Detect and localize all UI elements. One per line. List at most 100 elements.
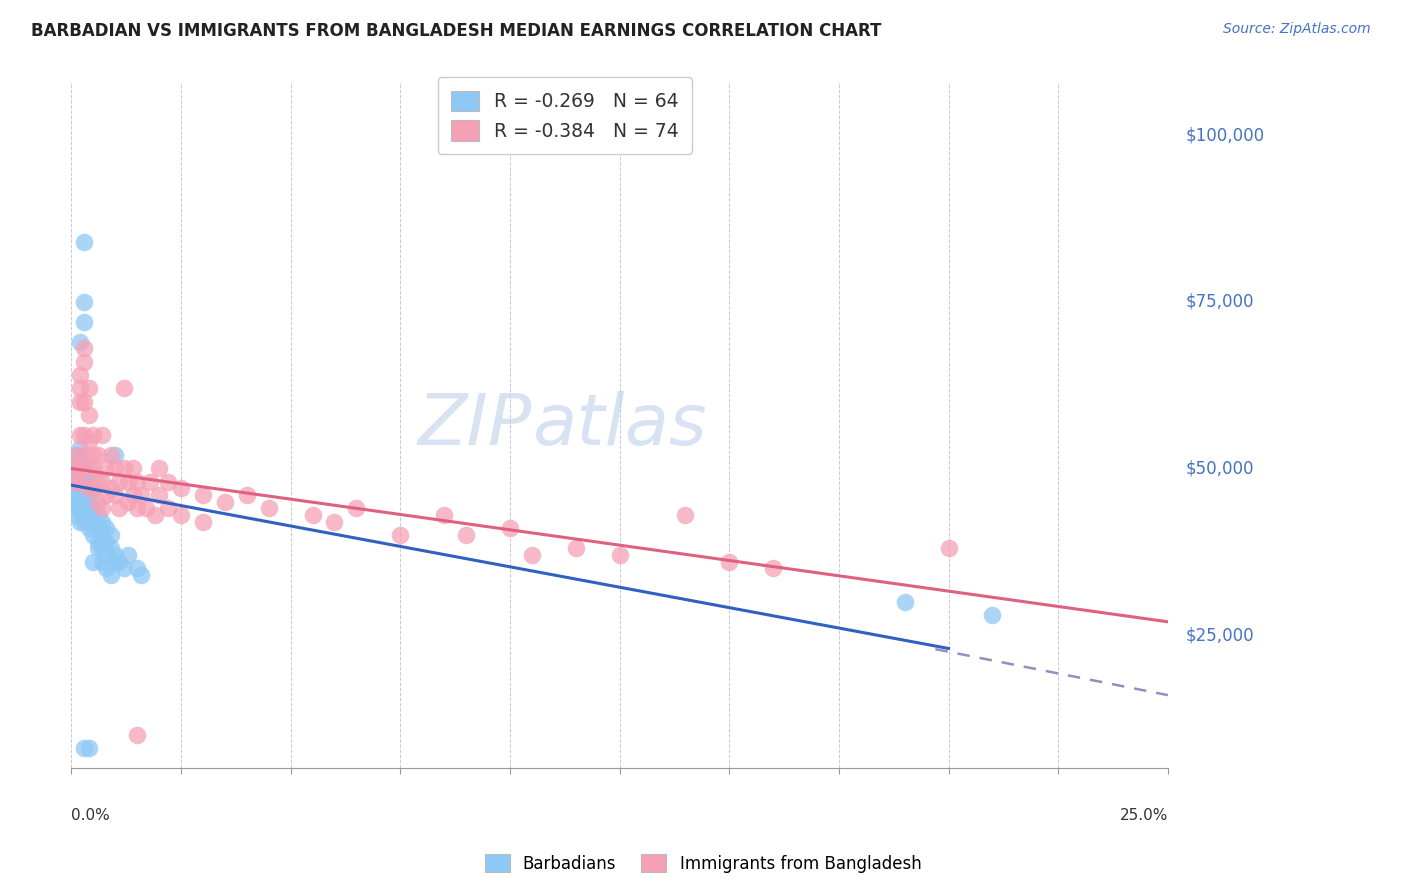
Point (73, 475, 96, 489)
Point (235, 488, 257, 502)
Point (69, 495, 91, 509)
Point (73, 428, 96, 442)
Point (117, 495, 139, 509)
Point (77, 482, 100, 496)
Point (82, 515, 104, 529)
Point (121, 461, 143, 475)
Point (125, 728, 148, 742)
Point (91, 528, 114, 542)
Point (170, 482, 193, 496)
Point (65, 488, 87, 502)
Point (91, 515, 114, 529)
Point (69, 461, 91, 475)
Point (104, 461, 127, 475)
Point (82, 461, 104, 475)
Point (344, 501, 367, 516)
Point (69, 382, 91, 396)
Point (77, 488, 100, 502)
Point (104, 448, 127, 462)
Legend: R = -0.269   N = 64, R = -0.384   N = 74: R = -0.269 N = 64, R = -0.384 N = 74 (437, 78, 692, 154)
Legend: Barbadians, Immigrants from Bangladesh: Barbadians, Immigrants from Bangladesh (478, 847, 928, 880)
Point (73, 741, 96, 756)
Point (191, 488, 214, 502)
Point (82, 528, 104, 542)
Point (100, 528, 122, 542)
Point (96, 534, 118, 549)
Point (86, 495, 108, 509)
Point (82, 482, 104, 496)
Point (86, 508, 108, 523)
Point (69, 475, 91, 489)
Point (433, 508, 456, 523)
Point (65, 448, 87, 462)
Point (718, 555, 741, 569)
Point (69, 428, 91, 442)
Point (323, 515, 346, 529)
Point (69, 442, 91, 456)
Point (91, 541, 114, 556)
Point (91, 428, 114, 442)
Point (104, 488, 127, 502)
Point (69, 461, 91, 475)
Text: 0.0%: 0.0% (72, 808, 110, 823)
Point (148, 461, 170, 475)
Point (100, 482, 122, 496)
Point (65, 475, 87, 489)
Point (77, 461, 100, 475)
Point (112, 382, 135, 396)
Point (65, 475, 87, 489)
Point (91, 501, 114, 516)
Point (104, 555, 127, 569)
Point (73, 508, 96, 523)
Text: $75,000: $75,000 (1185, 293, 1254, 310)
Text: $25,000: $25,000 (1185, 626, 1254, 644)
Point (77, 475, 100, 489)
Point (86, 475, 108, 489)
Text: Source: ZipAtlas.com: Source: ZipAtlas.com (1223, 22, 1371, 37)
Point (125, 561, 148, 575)
Point (762, 561, 785, 575)
Point (82, 482, 104, 496)
Point (108, 555, 131, 569)
Point (143, 508, 166, 523)
Point (96, 488, 118, 502)
Point (981, 608, 1004, 623)
Point (73, 342, 96, 356)
Point (86, 521, 108, 535)
Point (77, 741, 100, 756)
Point (121, 488, 143, 502)
Point (100, 541, 122, 556)
Point (91, 475, 114, 489)
Point (139, 475, 162, 489)
Point (131, 488, 153, 502)
Point (673, 508, 696, 523)
Point (73, 315, 96, 329)
Point (156, 475, 179, 489)
Point (82, 428, 104, 442)
Point (191, 515, 214, 529)
Point (69, 515, 91, 529)
Text: $50,000: $50,000 (1185, 459, 1254, 477)
Point (520, 548, 543, 562)
Point (69, 501, 91, 516)
Point (77, 408, 100, 422)
Point (77, 382, 100, 396)
Point (65, 461, 87, 475)
Text: $100,000: $100,000 (1185, 126, 1264, 145)
Point (86, 541, 108, 556)
Point (73, 394, 96, 409)
Point (96, 548, 118, 562)
Point (65, 501, 87, 516)
Point (82, 448, 104, 462)
Point (73, 488, 96, 502)
Point (170, 508, 193, 523)
Point (77, 495, 100, 509)
Point (125, 475, 148, 489)
Point (214, 495, 236, 509)
Point (69, 368, 91, 383)
Point (86, 534, 108, 549)
Point (389, 528, 412, 542)
Point (77, 521, 100, 535)
Point (454, 528, 477, 542)
Point (65, 461, 87, 475)
